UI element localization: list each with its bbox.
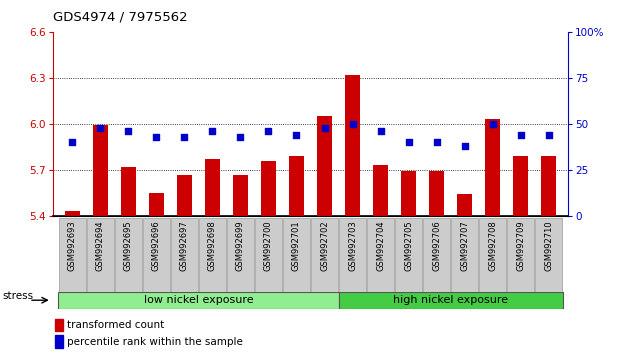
Bar [55,319,63,331]
Bar [115,218,142,292]
Bar [345,75,360,216]
Point [543,132,553,138]
Bar [429,171,444,216]
Bar [507,218,534,292]
Bar [479,218,506,292]
Text: stress: stress [2,291,34,302]
Bar [143,218,170,292]
Bar [289,156,304,216]
Bar [338,292,563,309]
Text: low nickel exposure: low nickel exposure [143,295,253,305]
Bar [485,119,501,216]
Text: GSM992695: GSM992695 [124,220,133,270]
Bar [55,335,63,348]
Point [376,129,386,134]
Bar [177,175,192,216]
Text: GSM992699: GSM992699 [236,220,245,270]
Text: GSM992696: GSM992696 [152,220,161,271]
Text: GSM992708: GSM992708 [488,220,497,271]
Point [432,139,442,145]
Text: GSM992693: GSM992693 [68,220,77,271]
Text: GSM992707: GSM992707 [460,220,469,271]
Bar [423,218,450,292]
Bar [513,156,528,216]
Bar [401,171,416,216]
Text: GSM992700: GSM992700 [264,220,273,270]
Bar [395,218,422,292]
Text: GSM992704: GSM992704 [376,220,385,270]
Text: GSM992702: GSM992702 [320,220,329,270]
Bar [367,218,394,292]
Text: GSM992698: GSM992698 [208,220,217,271]
Point [68,139,78,145]
Bar [535,218,562,292]
Bar [457,194,473,216]
Point [207,129,217,134]
Point [515,132,525,138]
Point [152,134,161,139]
Point [487,121,497,127]
Bar [199,218,226,292]
Bar [227,218,254,292]
Text: GSM992705: GSM992705 [404,220,413,270]
Bar [255,218,282,292]
Bar [120,167,136,216]
Bar [283,218,310,292]
Bar [93,125,108,216]
Point [263,129,273,134]
Bar [65,211,80,216]
Text: GSM992703: GSM992703 [348,220,357,271]
Point [291,132,301,138]
Bar [87,218,114,292]
Bar [233,175,248,216]
Text: GSM992701: GSM992701 [292,220,301,270]
Bar [58,292,338,309]
Point [96,125,106,130]
Text: percentile rank within the sample: percentile rank within the sample [67,337,243,347]
Text: GDS4974 / 7975562: GDS4974 / 7975562 [53,11,188,24]
Bar [541,156,556,216]
Bar [205,159,220,216]
Text: GSM992709: GSM992709 [516,220,525,270]
Bar [59,218,86,292]
Text: GSM992694: GSM992694 [96,220,105,270]
Point [460,143,469,149]
Bar [148,193,164,216]
Point [320,125,330,130]
Bar [311,218,338,292]
Bar [373,165,388,216]
Bar [451,218,478,292]
Bar [317,116,332,216]
Bar [171,218,198,292]
Point [404,139,414,145]
Point [124,129,134,134]
Point [179,134,189,139]
Text: GSM992710: GSM992710 [544,220,553,270]
Point [235,134,245,139]
Point [348,121,358,127]
Text: high nickel exposure: high nickel exposure [393,295,508,305]
Text: transformed count: transformed count [67,320,164,330]
Text: GSM992706: GSM992706 [432,220,441,271]
Bar [339,218,366,292]
Bar [261,161,276,216]
Text: GSM992697: GSM992697 [180,220,189,271]
